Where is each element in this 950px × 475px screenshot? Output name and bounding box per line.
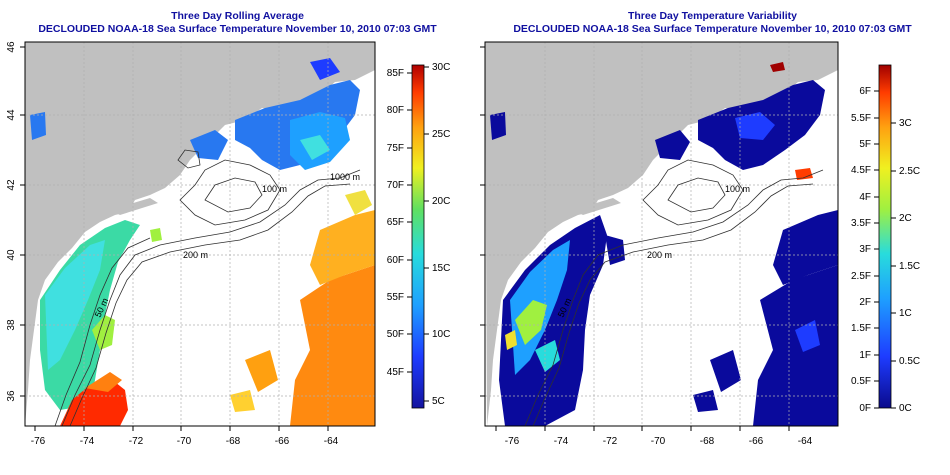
colorbar-c-label: 2.5C [899,166,920,177]
colorbar-f-label: 85F [387,68,404,79]
colorbar-f-label: 1.5F [851,323,871,334]
colorbar-f-label: 5.5F [851,113,871,124]
colorbar-c-label: 3C [899,118,912,129]
colorbar-c-label: 30C [432,62,450,73]
x-tick-label: -64 [324,436,339,447]
colorbar-f-label: 2.5F [851,271,871,282]
contour-label-100m: 100 m [725,184,750,194]
colorbar-c-label: 0C [899,403,912,414]
y-tick-label: 46 [475,41,478,53]
y-tick-label: 36 [6,390,17,402]
colorbar-f-label: 1F [859,350,871,361]
temperature-colorbar [411,64,425,409]
colorbar-c-label: 10C [432,329,450,340]
colorbar-c-label: 25C [432,129,450,140]
colorbar-f-label: 45F [387,367,404,378]
colorbar-f-label: 60F [387,255,404,266]
colorbar-f-label: 3F [859,244,871,255]
sst-coastal-band [40,220,140,410]
y-tick-label: 42 [6,179,17,191]
x-tick-label: -74 [80,436,95,447]
x-tick-label: -70 [177,436,192,447]
colorbar-f-label: 6F [859,86,871,97]
x-tick-label: -66 [749,436,764,447]
map-subtitle: DECLOUDED NOAA-18 Sea Surface Temperatur… [513,23,912,35]
bathymetry-contours [54,149,361,426]
colorbar-f-label: 4F [859,192,871,203]
map-subtitle: DECLOUDED NOAA-18 Sea Surface Temperatur… [38,23,437,35]
colorbar-f-label: 4.5F [851,165,871,176]
x-tick-label: -64 [798,436,813,447]
x-tick-label: -66 [275,436,290,447]
colorbar-c-label: 5C [432,396,445,407]
x-tick-label: -68 [226,436,241,447]
colorbar-c-label: 1C [899,308,912,319]
sst-offshore-warm [290,265,375,426]
gulf-stream-warm [60,378,128,426]
variability-colorbar [878,64,892,409]
sst-average-panel: Three Day Rolling Average DECLOUDED NOAA… [6,10,450,447]
variability-coastal [499,215,607,426]
contour-label-200m: 200 m [183,250,208,260]
contour-label-200m: 200 m [647,250,672,260]
colorbar-c-label: 2C [899,213,912,224]
y-tick-label: 44 [6,109,17,121]
x-tick-label: -72 [129,436,144,447]
y-tick-label: 40 [475,249,478,261]
colorbar-f-label: 75F [387,143,404,154]
colorbar-f-label: 0.5F [851,376,871,387]
x-tick-label: -68 [700,436,715,447]
colorbar-c-label: 20C [432,196,450,207]
colorbar-f-label: 0F [859,403,871,414]
x-tick-label: -74 [554,436,569,447]
map-title: Three Day Temperature Variability [627,10,798,22]
colorbar-c-label: 15C [432,263,450,274]
y-tick-label: 38 [6,319,17,331]
colorbar-f-label: 3.5F [851,218,871,229]
colorbar-f-label: 55F [387,292,404,303]
colorbar-f-label: 50F [387,329,404,340]
sst-variability-panel: Three Day Temperature Variability DECLOU… [475,0,950,475]
contour-label-100m: 100 m [262,184,287,194]
x-tick-label: -72 [603,436,618,447]
colorbar-f-label: 65F [387,217,404,228]
variability-offshore [753,265,838,426]
map-frame [24,41,376,427]
colorbar-f-label: 2F [859,297,871,308]
y-tick-label: 44 [475,109,478,121]
colorbar-c-label: 0.5C [899,356,920,367]
map-title: Three Day Rolling Average [171,10,304,22]
sst-variability-map: 50 m 100 m 200 m -76 -74 -72 -70 -68 -66… [475,41,920,447]
x-tick-label: -76 [31,436,46,447]
sst-average-map: 50 m 100 m 200 m 1000 m -76 -74 -72 -70 … [6,41,450,447]
colorbar-c-label: 1.5C [899,261,920,272]
colorbar-f-label: 80F [387,105,404,116]
land-mass [25,42,375,426]
y-tick-label: 36 [475,390,478,402]
y-tick-label: 40 [6,249,17,261]
colorbar-f-label: 70F [387,180,404,191]
colorbar-f-label: 5F [859,139,871,150]
x-tick-label: -76 [505,436,520,447]
x-tick-label: -70 [651,436,666,447]
y-tick-label: 38 [475,319,478,331]
y-tick-label: 46 [6,41,17,53]
bathymetry-contours [524,159,824,426]
y-tick-label: 42 [475,179,478,191]
contour-label-1000m: 1000 m [330,172,360,182]
map-frame [484,41,839,427]
